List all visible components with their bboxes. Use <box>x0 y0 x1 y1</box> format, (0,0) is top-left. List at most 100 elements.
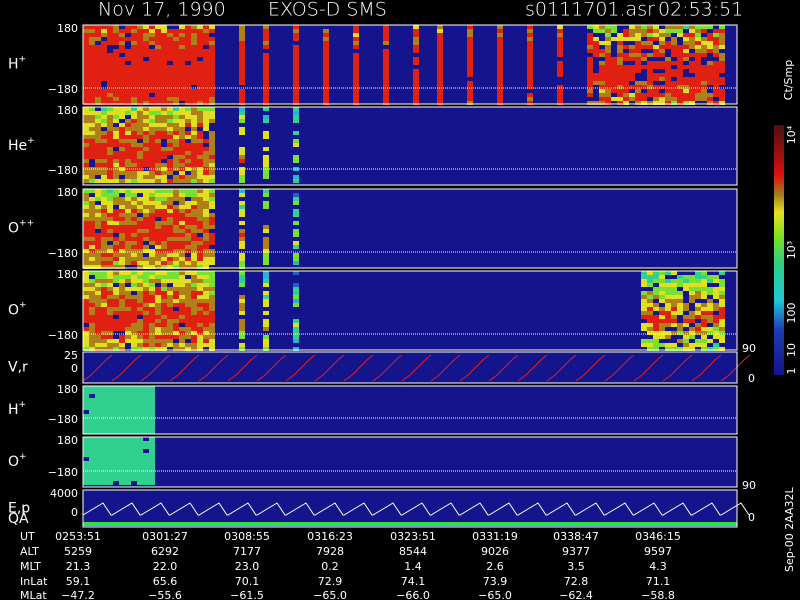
spectrogram-cell <box>131 241 137 245</box>
spectrogram-cell <box>413 45 419 49</box>
spectrogram-cell <box>95 441 101 445</box>
spectrogram-cell <box>101 347 107 351</box>
spectrogram-cell <box>197 123 203 127</box>
spectrogram-cell <box>191 53 197 57</box>
spectrogram-cell <box>659 29 665 33</box>
spectrogram-cell <box>149 249 155 253</box>
spectrogram-cell <box>131 233 137 237</box>
spectrogram-cell <box>185 271 191 275</box>
spectrogram-cell <box>137 197 143 201</box>
spectrogram-cell <box>95 457 101 461</box>
spectrogram-cell <box>155 307 161 311</box>
spectrogram-cell <box>641 97 647 101</box>
spectrogram-cell <box>617 93 623 97</box>
spectrogram-cell <box>107 201 113 205</box>
spectrogram-cell <box>125 189 131 193</box>
spectrogram-cell <box>209 339 215 343</box>
spectrogram-cell <box>113 221 119 225</box>
spectrogram-cell <box>239 57 245 61</box>
spectrogram-cell <box>653 29 659 33</box>
spectrogram-cell <box>191 143 197 147</box>
spectrogram-cell <box>293 229 299 233</box>
spectrogram-cell <box>203 41 209 45</box>
spectrogram-cell <box>107 97 113 101</box>
spectrogram-cell <box>113 457 119 461</box>
spectrogram-cell <box>113 139 119 143</box>
spectrogram-cell <box>137 245 143 249</box>
spectrogram-cell <box>95 418 101 422</box>
spectrogram-cell <box>413 73 419 77</box>
spectrogram-cell <box>719 57 725 61</box>
spectrogram-cell <box>191 135 197 139</box>
spectrogram-cell <box>167 295 173 299</box>
spectrogram-cell <box>101 441 107 445</box>
spectrogram-cell <box>101 25 107 29</box>
spectrogram-cell <box>101 303 107 307</box>
spectrogram-cell <box>143 327 149 331</box>
spectrogram-cell <box>527 73 533 77</box>
spectrogram-cell <box>713 295 719 299</box>
spectrogram-cell <box>143 394 149 398</box>
footer-cell: −58.8 <box>641 589 675 600</box>
spectrogram-cell <box>131 89 137 93</box>
spectrogram-cell <box>497 97 503 101</box>
spectrogram-cell <box>527 101 533 105</box>
panel-label-sup: + <box>19 300 27 310</box>
spectrogram-cell <box>437 73 443 77</box>
spectrogram-cell <box>131 163 137 167</box>
spectrogram-cell <box>131 197 137 201</box>
spectrogram-cell <box>89 225 95 229</box>
spectrogram-cell <box>593 29 599 33</box>
spectrogram-cell <box>89 29 95 33</box>
spectrogram-cell <box>713 73 719 77</box>
spectrogram-cell <box>161 89 167 93</box>
spectrogram-cell <box>209 347 215 351</box>
spectrogram-cell <box>107 390 113 394</box>
spectrogram-cell <box>605 97 611 101</box>
spectrogram-cell <box>119 410 125 414</box>
spectrogram-cell <box>671 25 677 29</box>
spectrogram-cell <box>107 465 113 469</box>
spectrogram-cell <box>179 237 185 241</box>
spectrogram-cell <box>695 69 701 73</box>
spectrogram-cell <box>101 406 107 410</box>
spectrogram-cell <box>143 225 149 229</box>
spectrogram-cell <box>95 135 101 139</box>
spectrogram-cell <box>191 29 197 33</box>
spectrogram-cell <box>647 93 653 97</box>
spectrogram-cell <box>701 45 707 49</box>
spectrogram-cell <box>263 189 269 193</box>
spectrogram-cell <box>695 311 701 315</box>
spectrogram-cell <box>191 201 197 205</box>
spectrogram-cell <box>641 339 647 343</box>
spectrogram-cell <box>209 193 215 197</box>
spectrogram-cell <box>557 73 563 77</box>
spectrogram-cell <box>125 49 131 53</box>
spectrogram-cell <box>101 49 107 53</box>
spectrogram-cell <box>149 394 155 398</box>
spectrogram-cell <box>683 101 689 105</box>
spectrogram-cell <box>689 347 695 351</box>
spectrogram-cell <box>293 159 299 163</box>
spectrogram-cell <box>653 339 659 343</box>
spectrogram-cell <box>605 65 611 69</box>
spectrogram-cell <box>137 253 143 257</box>
spectrogram-cell <box>203 155 209 159</box>
spectrogram-cell <box>161 147 167 151</box>
spectrogram-cell <box>713 335 719 339</box>
spectrogram-cell <box>131 394 137 398</box>
spectrogram-cell <box>527 69 533 73</box>
spectrogram-cell <box>701 77 707 81</box>
spectrogram-cell <box>293 201 299 205</box>
spectrogram-cell <box>707 37 713 41</box>
spectrogram-cell <box>635 33 641 37</box>
spectrogram-cell <box>437 25 443 29</box>
spectrogram-cell <box>83 175 89 179</box>
spectrogram-cell <box>605 29 611 33</box>
spectrogram-cell <box>197 53 203 57</box>
spectrogram-cell <box>683 77 689 81</box>
spectrogram-cell <box>641 279 647 283</box>
spectrogram-cell <box>611 37 617 41</box>
spectrogram-cell <box>161 311 167 315</box>
spectrogram-cell <box>119 107 125 111</box>
